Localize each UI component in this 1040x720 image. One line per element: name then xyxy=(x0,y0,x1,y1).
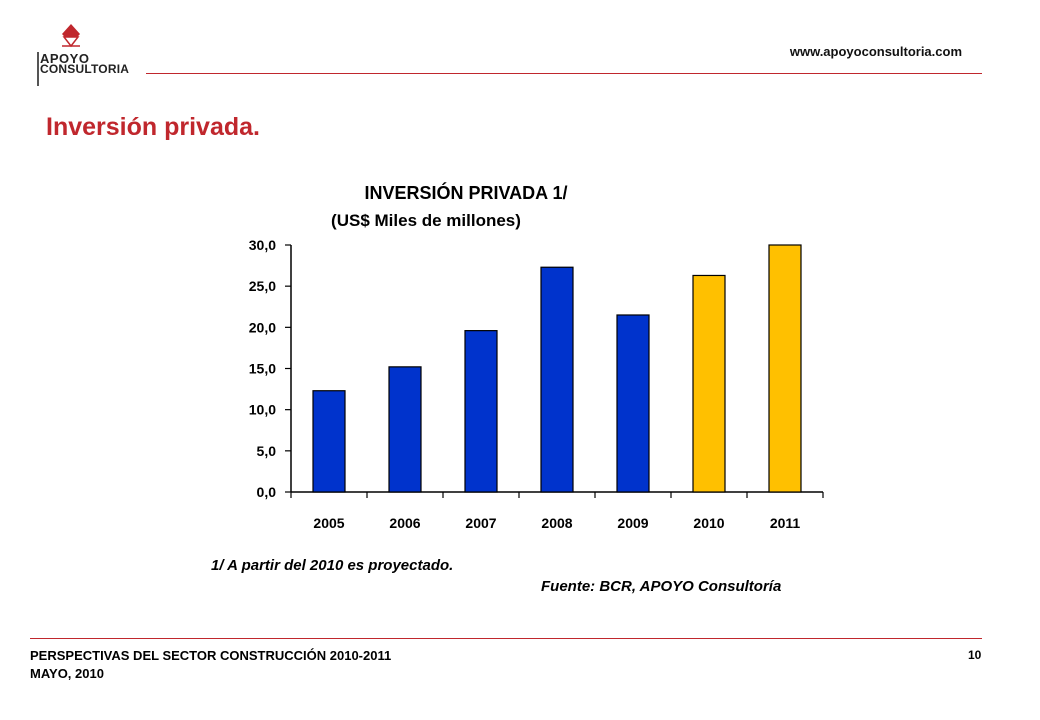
x-tick-label: 2011 xyxy=(770,515,801,531)
x-tick-label: 2009 xyxy=(617,515,648,531)
bar-2008 xyxy=(540,266,574,493)
footer-date: MAYO, 2010 xyxy=(30,666,104,681)
bar-2010 xyxy=(692,274,726,493)
logo-text-apoyo: APOYO xyxy=(40,51,90,66)
x-tick-labels: 2005 2006 2007 2008 2009 2010 2011 xyxy=(313,515,800,531)
y-tick-label: 0,0 xyxy=(257,484,277,500)
page-title: Inversión privada. xyxy=(46,113,260,141)
logo-bar xyxy=(37,52,39,86)
chart-footnote: 1/ A partir del 2010 es proyectado. xyxy=(211,557,454,574)
x-tick-label: 2010 xyxy=(693,515,724,531)
chart-bars xyxy=(312,244,802,493)
y-tick-labels: 0,0 5,0 10,0 15,0 20,0 25,0 30,0 xyxy=(249,237,276,500)
y-tick-label: 25,0 xyxy=(249,278,276,294)
bar-2006 xyxy=(388,366,422,493)
chart-subtitle: (US$ Miles de millones) xyxy=(331,211,521,230)
x-tick-label: 2008 xyxy=(541,515,572,531)
page-number: 10 xyxy=(968,648,982,662)
apoyo-logo-icon xyxy=(62,24,80,48)
bar-2011 xyxy=(768,244,802,493)
bar-2007 xyxy=(464,330,498,493)
y-tick-label: 10,0 xyxy=(249,402,276,418)
footer-report-title: PERSPECTIVAS DEL SECTOR CONSTRUCCIÓN 201… xyxy=(30,648,392,663)
x-tick-label: 2006 xyxy=(389,515,420,531)
y-tick-label: 5,0 xyxy=(257,443,277,459)
website-link[interactable]: www.apoyoconsultoria.com xyxy=(789,44,962,59)
logo-diamond-bottom xyxy=(62,36,80,48)
y-tick-label: 20,0 xyxy=(249,319,276,335)
chart-source: Fuente: BCR, APOYO Consultoría xyxy=(541,578,782,595)
x-tick-label: 2007 xyxy=(465,515,496,531)
logo-text-consultoria: CONSULTORIA xyxy=(40,62,130,76)
chart-title: INVERSIÓN PRIVADA 1/ xyxy=(364,182,567,203)
bar-chart: INVERSIÓN PRIVADA 1/ (US$ Miles de millo… xyxy=(249,182,824,531)
bar-2005 xyxy=(312,390,346,493)
x-tick-label: 2005 xyxy=(313,515,344,531)
y-tick-label: 30,0 xyxy=(249,237,276,253)
header-divider xyxy=(146,73,982,74)
bar-2009 xyxy=(616,314,650,493)
y-tick-label: 15,0 xyxy=(249,361,276,377)
footer-divider xyxy=(30,638,982,639)
